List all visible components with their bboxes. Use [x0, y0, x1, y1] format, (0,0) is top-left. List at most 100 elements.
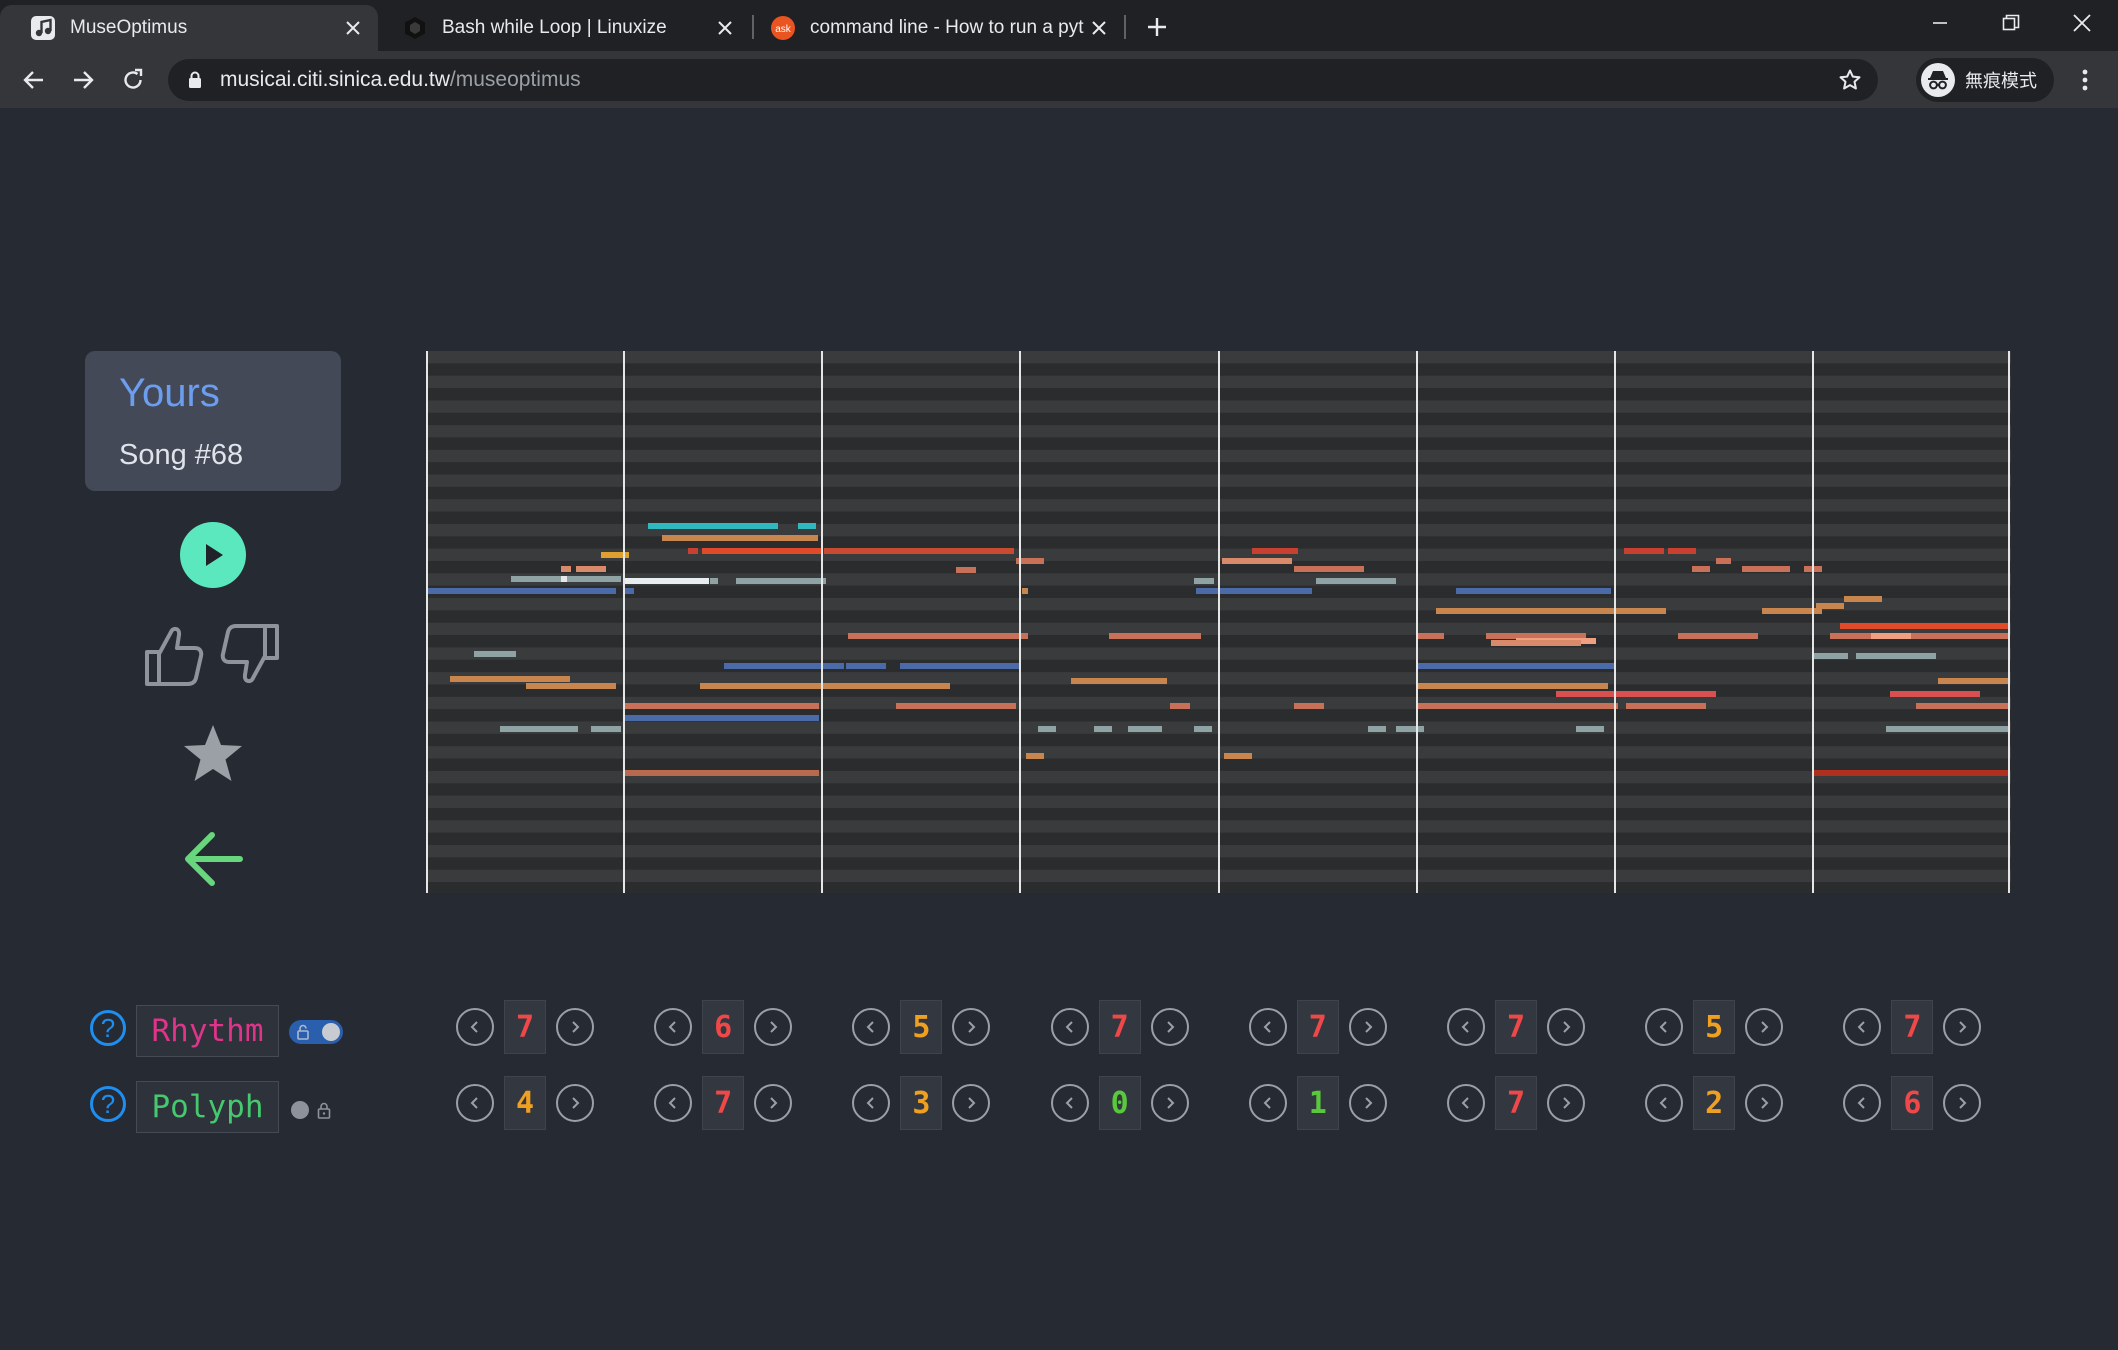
close-tab-icon[interactable] — [710, 13, 740, 43]
note-block — [688, 548, 698, 554]
rhythm-increment-button[interactable] — [1348, 1008, 1387, 1046]
back-arrow-icon[interactable] — [182, 830, 244, 888]
note-block — [1368, 726, 1386, 732]
reload-icon[interactable] — [116, 63, 150, 97]
polyph-decrement-button[interactable] — [1050, 1084, 1089, 1122]
polyph-decrement-button[interactable] — [852, 1084, 891, 1122]
chevron-right-icon — [770, 1097, 778, 1109]
polyph-label: Polyph — [136, 1081, 279, 1133]
rhythm-lock-toggle[interactable] — [289, 1020, 343, 1044]
rhythm-decrement-button[interactable] — [1645, 1008, 1684, 1046]
note-block — [1890, 691, 1980, 697]
bar-line — [426, 351, 428, 893]
rhythm-increment-button[interactable] — [1150, 1008, 1189, 1046]
star-icon[interactable] — [180, 722, 246, 788]
tab-museoptimus[interactable]: MuseOptimus — [0, 5, 378, 51]
note-block — [624, 588, 634, 594]
note-block — [576, 566, 606, 572]
note-block — [700, 683, 950, 689]
note-block — [1418, 703, 1618, 709]
polyph-lock-toggle[interactable] — [289, 1098, 343, 1122]
rhythm-increment-button[interactable] — [556, 1008, 594, 1046]
more-menu-icon[interactable] — [2070, 63, 2100, 97]
note-block — [1742, 566, 1790, 572]
rhythm-decrement-button[interactable] — [852, 1008, 891, 1046]
help-symbol: ? — [100, 1088, 116, 1119]
note-block — [824, 548, 1014, 554]
polyph-increment-button[interactable] — [1745, 1084, 1784, 1122]
polyph-increment-button[interactable] — [556, 1084, 594, 1122]
rhythm-increment-button[interactable] — [1745, 1008, 1784, 1046]
note-block — [601, 552, 629, 558]
rhythm-increment-button[interactable] — [754, 1008, 793, 1046]
rhythm-increment-button[interactable] — [1943, 1008, 1982, 1046]
polyph-decrement-button[interactable] — [1645, 1084, 1684, 1122]
bar-line — [1614, 351, 1616, 893]
forward-arrow-icon[interactable] — [66, 63, 100, 97]
polyph-decrement-button[interactable] — [654, 1084, 693, 1122]
note-block — [1830, 633, 2010, 639]
bookmark-star-icon[interactable] — [1838, 68, 1862, 97]
play-button[interactable] — [180, 522, 246, 588]
url-text: musicai.citi.sinica.edu.tw/museoptimus — [220, 68, 581, 92]
address-bar[interactable]: musicai.citi.sinica.edu.tw/museoptimus — [168, 59, 1878, 101]
rhythm-value: 5 — [1693, 1000, 1736, 1054]
polyph-increment-button[interactable] — [952, 1084, 991, 1122]
polyph-decrement-button[interactable] — [1447, 1084, 1485, 1122]
polyph-decrement-button[interactable] — [456, 1084, 494, 1122]
polyph-decrement-button[interactable] — [1843, 1084, 1882, 1122]
tab-title: MuseOptimus — [70, 17, 188, 38]
thumbs-down-icon[interactable] — [219, 622, 281, 688]
note-block — [1194, 726, 1212, 732]
polyph-increment-button[interactable] — [1348, 1084, 1387, 1122]
polyph-decrement-button[interactable] — [1248, 1084, 1287, 1122]
back-arrow-icon[interactable] — [17, 63, 51, 97]
note-block — [1016, 558, 1044, 564]
note-block — [624, 703, 819, 709]
close-tab-icon[interactable] — [1084, 13, 1114, 43]
polyph-help-icon[interactable]: ? — [90, 1086, 126, 1122]
note-block — [798, 523, 816, 529]
note-block — [624, 770, 819, 776]
song-info-card: Yours Song #68 — [85, 351, 341, 491]
tab-linuxize[interactable]: Bash while Loop | Linuxize — [378, 5, 750, 51]
bar-line — [1019, 351, 1021, 893]
restore-window-icon[interactable] — [1991, 4, 2031, 42]
rhythm-help-icon[interactable]: ? — [90, 1010, 126, 1046]
note-block — [846, 663, 886, 669]
chevron-left-icon — [866, 1021, 875, 1033]
note-block — [1668, 548, 1696, 554]
rhythm-decrement-button[interactable] — [1248, 1008, 1287, 1046]
note-block — [736, 578, 826, 584]
rhythm-increment-button[interactable] — [952, 1008, 991, 1046]
polyph-increment-button[interactable] — [1150, 1084, 1189, 1122]
rhythm-decrement-button[interactable] — [1050, 1008, 1089, 1046]
song-owner-label: Yours — [119, 371, 220, 415]
polyph-increment-button[interactable] — [1547, 1084, 1585, 1122]
polyph-increment-button[interactable] — [754, 1084, 793, 1122]
rhythm-increment-button[interactable] — [1547, 1008, 1585, 1046]
chevron-right-icon — [968, 1097, 976, 1109]
rhythm-decrement-button[interactable] — [1447, 1008, 1485, 1046]
note-block — [1491, 640, 1581, 646]
tab-askubuntu[interactable]: ask command line - How to run a pyt — [754, 5, 1124, 51]
lock-icon — [188, 71, 208, 89]
thumbs-up-icon[interactable] — [143, 622, 205, 688]
polyph-value: 7 — [702, 1076, 745, 1130]
close-tab-icon[interactable] — [338, 13, 368, 43]
note-block — [1224, 753, 1252, 759]
note-block — [1416, 633, 1444, 639]
close-window-icon[interactable] — [2062, 4, 2102, 42]
incognito-profile-chip[interactable]: 無痕模式 — [1916, 58, 2054, 102]
rhythm-decrement-button[interactable] — [456, 1008, 494, 1046]
rhythm-decrement-button[interactable] — [654, 1008, 693, 1046]
minimize-window-icon[interactable] — [1920, 4, 1960, 42]
note-block — [1128, 726, 1148, 732]
rhythm-decrement-button[interactable] — [1843, 1008, 1882, 1046]
polyph-increment-button[interactable] — [1943, 1084, 1982, 1122]
chevron-left-icon — [1857, 1097, 1866, 1109]
rhythm-value: 7 — [1296, 1000, 1339, 1054]
music-note-icon — [30, 15, 56, 41]
note-block — [956, 567, 976, 573]
new-tab-plus-icon[interactable] — [1142, 12, 1172, 42]
